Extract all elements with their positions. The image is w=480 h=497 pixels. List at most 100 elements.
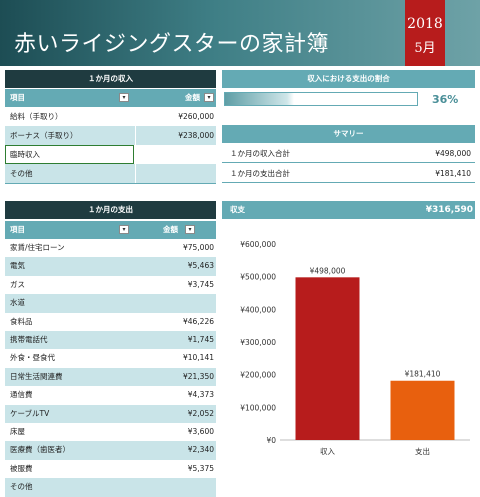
- income-col-amount: 金額: [185, 93, 200, 102]
- expense-amount: ¥5,375: [187, 463, 214, 473]
- expense-panel: １か月の支出 項目 ▾ 金額 ▾ 家賃/住宅ローン ¥75,000 電気 ¥5,463…: [5, 201, 216, 497]
- expense-amount: ¥1,745: [187, 335, 214, 344]
- bar-expense: [390, 380, 455, 440]
- expense-item: その他: [10, 482, 33, 492]
- income-amount: [135, 145, 214, 164]
- data-label: ¥181,410: [405, 370, 441, 379]
- expense-item: 水道: [10, 298, 25, 308]
- summary-title: サマリー: [222, 125, 475, 143]
- expense-item: 通信費: [10, 390, 33, 400]
- ratio-percent: 36%: [432, 93, 459, 106]
- expense-item: ガス: [10, 279, 25, 289]
- expense-item: 医療費（歯医者）: [10, 445, 70, 455]
- income-col-item: 項目: [10, 93, 25, 102]
- header-banner: [0, 0, 480, 66]
- expense-row[interactable]: ケーブルTV ¥2,052: [5, 404, 216, 423]
- dropdown-arrow-icon[interactable]: ▾: [119, 93, 129, 102]
- expense-amount: ¥4,373: [187, 390, 214, 400]
- year-label: 2018: [407, 16, 443, 32]
- income-item: ボーナス（手取り）: [10, 131, 78, 140]
- expense-item: 家賃/住宅ローン: [10, 243, 65, 252]
- expense-amount: ¥5,463: [187, 261, 214, 271]
- expense-row[interactable]: 電気 ¥5,463: [5, 257, 216, 276]
- income-item: 給料（手取り）: [10, 112, 63, 121]
- bar-income: [295, 277, 360, 440]
- income-expense-chart: ¥0 ¥100,000 ¥200,000 ¥300,000 ¥400,000 ¥500,0…: [240, 240, 470, 456]
- balance-label: 収支: [230, 205, 245, 214]
- expense-row[interactable]: 医療費（歯医者） ¥2,340: [5, 441, 216, 460]
- expense-amount: ¥2,340: [187, 445, 214, 455]
- expense-item: 床屋: [10, 427, 25, 436]
- income-amount: ¥260,000: [178, 112, 214, 121]
- income-title: １か月の収入: [5, 70, 216, 88]
- expense-item: 携帯電話代: [10, 335, 48, 344]
- summary-value: ¥498,000: [435, 149, 471, 158]
- income-panel: １か月の収入 項目 ▾ 金額 ▾ 給料（手取り） ¥260,000 ボーナス（手…: [5, 70, 216, 184]
- selected-cell[interactable]: [5, 145, 134, 164]
- expense-row[interactable]: 通信費 ¥4,373: [5, 386, 216, 405]
- expense-column-header: 項目 ▾ 金額 ▾: [5, 221, 216, 239]
- expense-row[interactable]: 家賃/住宅ローン ¥75,000: [5, 239, 216, 258]
- summary-panel: サマリー １か月の収入合計 ¥498,000 １か月の支出合計 ¥181,410: [222, 125, 475, 185]
- income-amount: [135, 164, 214, 183]
- balance-header: 収支 ¥316,590: [222, 201, 475, 219]
- income-row[interactable]: 臨時収入: [5, 145, 216, 164]
- expense-rows: 家賃/住宅ローン ¥75,000 電気 ¥5,463 ガス ¥3,745 水道食料品 ¥46,…: [5, 239, 216, 497]
- expense-item: ケーブルTV: [10, 408, 50, 418]
- y-tick-label: ¥600,000: [240, 240, 276, 249]
- expense-amount: ¥46,226: [182, 316, 214, 326]
- summary-row: １か月の収入合計 ¥498,000: [222, 144, 475, 163]
- summary-value: ¥181,410: [435, 169, 471, 178]
- dropdown-arrow-icon[interactable]: ▾: [185, 225, 195, 234]
- y-tick-label: ¥0: [266, 436, 276, 445]
- dropdown-arrow-icon[interactable]: ▾: [119, 225, 129, 234]
- expense-row[interactable]: その他: [5, 478, 216, 497]
- expense-amount: ¥21,350: [182, 371, 214, 381]
- expense-title: １か月の支出: [5, 201, 216, 219]
- expense-amount: ¥3,745: [187, 279, 214, 289]
- expense-row[interactable]: 被服費 ¥5,375: [5, 459, 216, 479]
- date-badge: 2018 5月: [405, 0, 445, 66]
- income-row[interactable]: ボーナス（手取り） ¥238,000: [5, 126, 216, 145]
- income-row[interactable]: 給料（手取り） ¥260,000: [5, 107, 216, 126]
- expense-row[interactable]: ガス ¥3,745: [5, 275, 216, 295]
- summary-label: １か月の収入合計: [230, 149, 290, 158]
- expense-item: 外食・昼食代: [10, 353, 55, 363]
- expense-item: 被服費: [10, 463, 33, 473]
- ratio-progress-fill: [225, 93, 295, 105]
- expense-col-amount: 金額: [163, 225, 178, 234]
- y-tick-label: ¥400,000: [240, 305, 276, 314]
- expense-row[interactable]: 床屋 ¥3,600: [5, 423, 216, 442]
- expense-row[interactable]: 日常生活関連費 ¥21,350: [5, 367, 216, 387]
- income-column-divider: [135, 107, 136, 183]
- y-tick-label: ¥500,000: [240, 273, 276, 282]
- balance-value: ¥316,590: [425, 205, 473, 215]
- x-tick-label: 支出: [415, 446, 430, 456]
- expense-row[interactable]: 携帯電話代 ¥1,745: [5, 331, 216, 350]
- expense-amount: ¥10,141: [182, 353, 214, 363]
- summary-label: １か月の支出合計: [230, 169, 290, 178]
- expense-row[interactable]: 外食・昼食代 ¥10,141: [5, 349, 216, 368]
- y-tick-label: ¥300,000: [240, 338, 276, 347]
- expense-amount: [135, 294, 214, 312]
- income-item: 臨時収入: [10, 150, 40, 159]
- expense-item: 日常生活関連費: [10, 371, 63, 381]
- expense-row[interactable]: 水道: [5, 294, 216, 313]
- y-tick-label: ¥100,000: [240, 403, 276, 412]
- expense-amount: ¥3,600: [187, 427, 214, 436]
- expense-item: 電気: [10, 261, 25, 271]
- page-title: 赤いライジングスターの家計簿: [14, 32, 330, 57]
- income-item: その他: [10, 169, 33, 178]
- summary-row: １か月の支出合計 ¥181,410: [222, 164, 475, 183]
- expense-amount: [135, 478, 214, 496]
- expense-item: 食料品: [10, 316, 33, 326]
- dropdown-arrow-icon[interactable]: ▾: [204, 93, 214, 102]
- data-label: ¥498,000: [310, 266, 346, 275]
- y-tick-label: ¥200,000: [240, 371, 276, 380]
- ratio-panel: 収入における支出の割合 36%: [222, 70, 475, 114]
- expense-amount: ¥75,000: [182, 243, 214, 252]
- income-row[interactable]: その他: [5, 164, 216, 183]
- income-amount: ¥238,000: [178, 131, 214, 140]
- expense-row[interactable]: 食料品 ¥46,226: [5, 312, 216, 331]
- income-bottom-border: [5, 183, 216, 184]
